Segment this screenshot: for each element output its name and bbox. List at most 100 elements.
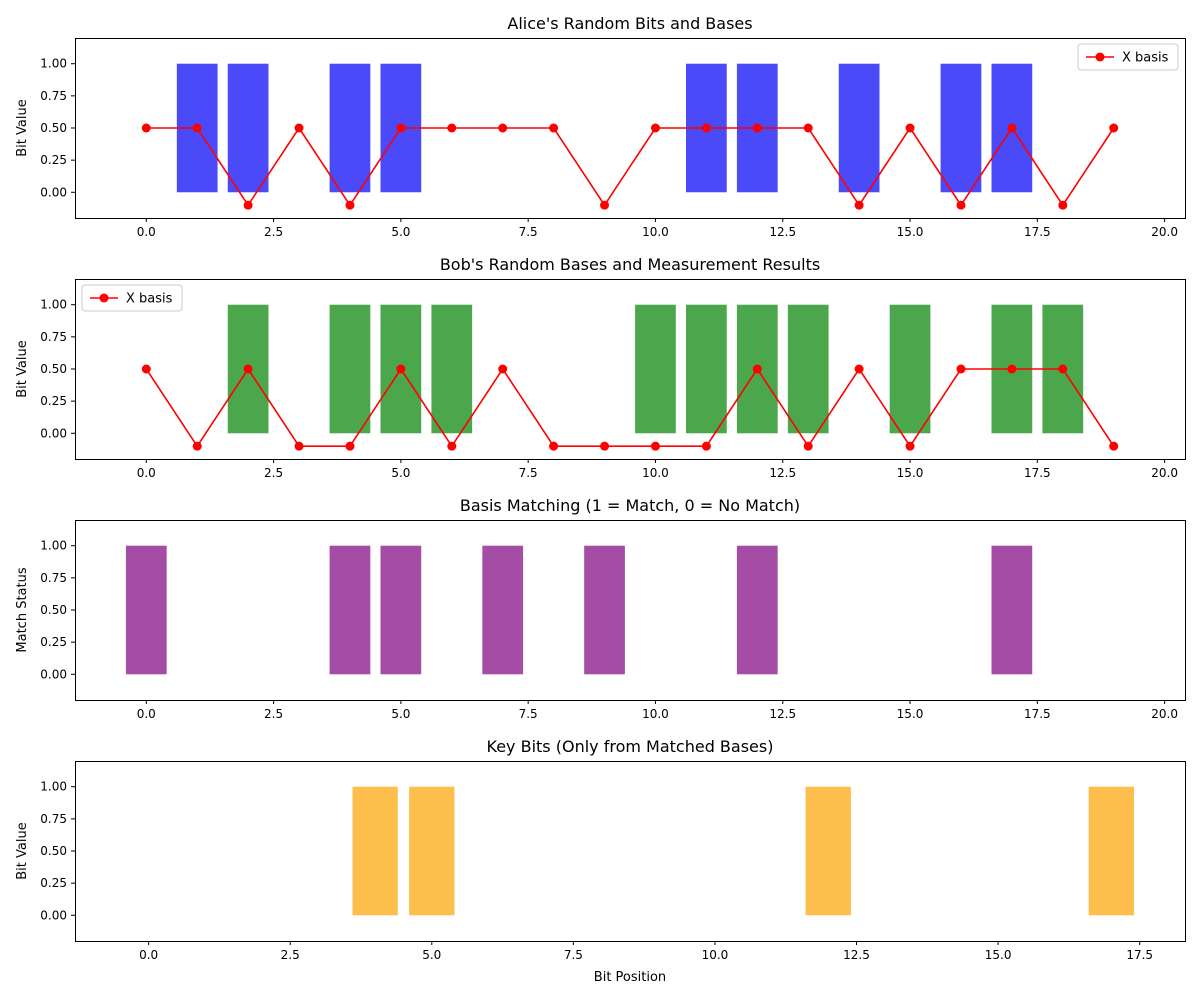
x-tick-label: 7.5 [519,707,538,721]
x-tick-label: 17.5 [1024,707,1051,721]
data-point [1058,200,1068,210]
x-axis: 0.0 2.5 5.0 7.5 10.0 12.5 15.0 17.5 20.0 [137,700,1178,721]
x-tick-label: 7.5 [519,466,538,480]
data-point [447,123,457,133]
y-tick-label: 0.00 [40,908,67,922]
line-series [141,364,1119,451]
y-tick-label: 0.75 [40,89,67,103]
x-tick-label: 15.0 [897,225,924,239]
x-tick-label: 2.5 [281,948,300,962]
bar [736,545,778,675]
y-tick-label: 0.25 [40,153,67,167]
y-axis-label: Bit Value [15,99,30,156]
x-tick-label: 0.0 [137,707,156,721]
chart-title: Key Bits (Only from Matched Bases) [487,737,774,756]
data-point [803,441,813,451]
data-point [752,123,762,133]
data-point [650,441,660,451]
chart-title: Alice's Random Bits and Bases [507,14,752,33]
chart-panel-4: 0.0 2.5 5.0 7.5 10.0 12.5 15.0 17.5 0.00 0.25 0.50… [15,737,1186,985]
legend-marker [99,293,109,303]
x-tick-label: 0.0 [139,948,158,962]
data-point [345,441,355,451]
data-point [854,200,864,210]
y-tick-label: 0.75 [40,330,67,344]
bar [329,63,371,193]
x-tick-label: 20.0 [1151,466,1178,480]
x-tick-label: 2.5 [264,225,283,239]
series-line [145,367,1115,448]
x-tick-label: 2.5 [264,707,283,721]
data-point [803,123,813,133]
bar [991,545,1033,675]
series-line [146,126,1115,207]
data-point [1109,123,1119,133]
legend-box [81,284,183,312]
x-tick-label: 12.5 [769,225,796,239]
x-tick-label: 12.5 [843,948,870,962]
data-point [956,200,966,210]
bar [227,63,269,193]
bar [380,545,422,675]
plot-frame [75,38,1186,219]
x-tick-label: 5.0 [391,466,410,480]
data-point [650,123,660,133]
x-tick-label: 17.5 [1024,225,1051,239]
chart-panel-1: 0.0 2.5 5.0 7.5 10.0 12.5 15.0 17.5 20.0 0.00 0.25… [15,14,1186,239]
x-tick-label: 15.0 [897,707,924,721]
x-tick-label: 20.0 [1151,225,1178,239]
y-tick-label: 0.25 [40,635,67,649]
data-point [1007,364,1017,374]
legend-label: X basis [1122,51,1169,66]
bar [482,545,524,675]
y-tick-label: 0.50 [40,603,67,617]
x-tick-label: 10.0 [702,948,729,962]
x-tick-label: 20.0 [1151,707,1178,721]
bar [431,304,473,434]
bar-series [125,545,1033,675]
bar [1088,786,1135,916]
data-point [396,123,406,133]
bar [329,545,371,675]
bar [805,786,851,916]
bar [125,545,167,675]
data-point [498,123,508,133]
legend: X basis [81,284,183,312]
data-point [498,364,508,374]
chart-panel-3: 0.0 2.5 5.0 7.5 10.0 12.5 15.0 17.5 20.0 0.00 0.25… [15,496,1186,721]
legend-box [1077,43,1179,71]
data-point [956,364,966,374]
legend-marker [1095,52,1105,62]
data-point [1007,123,1017,133]
y-axis-label: Match Status [15,567,30,652]
data-point [854,364,864,374]
data-point [1109,441,1119,451]
x-tick-label: 0.0 [137,225,156,239]
bar [352,786,398,916]
bar-series [352,786,1135,916]
legend-label: X basis [126,292,173,307]
y-tick-label: 0.50 [40,362,67,376]
y-axis: 0.00 0.25 0.50 0.75 1.00 [40,539,75,681]
y-tick-label: 0.50 [40,844,67,858]
x-tick-label: 7.5 [564,948,583,962]
y-tick-label: 1.00 [40,780,67,794]
x-tick-label: 17.5 [1126,948,1153,962]
x-tick-label: 0.0 [137,466,156,480]
y-tick-label: 1.00 [40,539,67,553]
bar-series [176,63,1033,193]
data-point [752,364,762,374]
bar [889,304,931,434]
x-axis: 0.0 2.5 5.0 7.5 10.0 12.5 15.0 17.5 20.0 [137,459,1178,480]
data-point [294,123,304,133]
y-axis: 0.00 0.25 0.50 0.75 1.00 [40,57,75,199]
plot-frame [75,520,1186,701]
x-tick-label: 10.0 [642,707,669,721]
x-tick-label: 5.0 [422,948,441,962]
x-tick-label: 12.5 [769,707,796,721]
line-series [141,123,1119,210]
y-axis-label: Bit Value [15,822,30,879]
data-point [701,123,711,133]
x-tick-label: 15.0 [897,466,924,480]
